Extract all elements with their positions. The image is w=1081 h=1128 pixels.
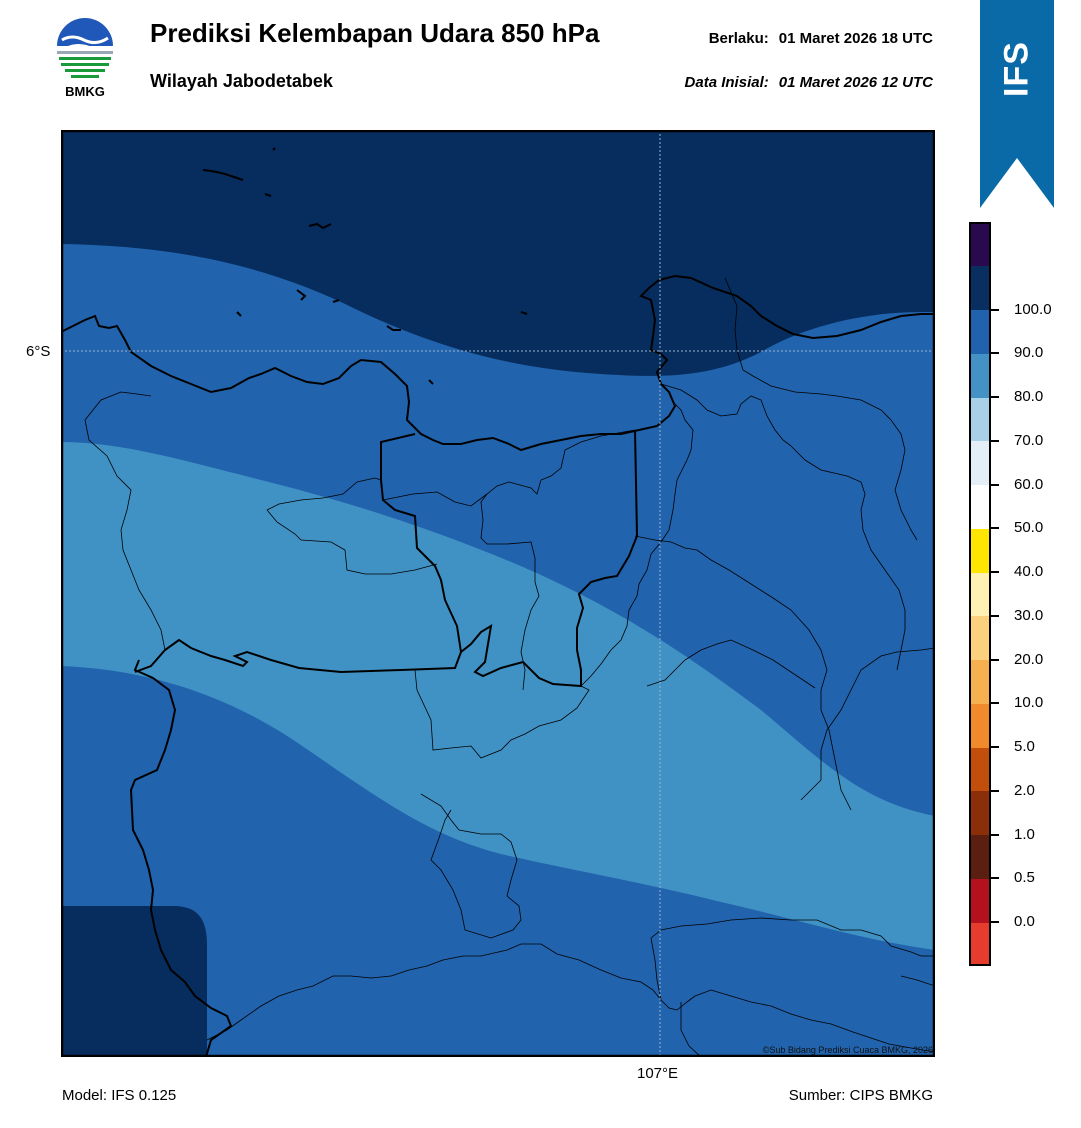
colorbar-tick-label: 70.0 (1014, 431, 1044, 449)
colorbar-frame (969, 222, 991, 966)
colorbar (969, 222, 991, 967)
colorbar-segment (969, 484, 991, 529)
colorbar-tick (991, 877, 999, 880)
colorbar-segment (969, 440, 991, 486)
humidity-band-90-100-southwest (61, 906, 207, 1057)
model-info: Model: IFS 0.125 (62, 1087, 177, 1104)
colorbar-segment (969, 528, 991, 573)
colorbar-tick-label: 80.0 (1014, 388, 1044, 406)
latitude-label: 6°S (26, 343, 51, 360)
bmkg-logo: BMKG (52, 18, 118, 102)
banner-text: IFS (997, 41, 1036, 97)
colorbar-tick-label: 10.0 (1014, 694, 1044, 712)
colorbar-tick-label: 90.0 (1014, 344, 1044, 362)
colorbar-segment (969, 878, 991, 923)
colorbar-tick (991, 921, 999, 924)
colorbar-segment (969, 922, 991, 967)
humidity-map (61, 130, 935, 1057)
map-frame (61, 130, 935, 1057)
colorbar-tick-label: 20.0 (1014, 650, 1044, 668)
colorbar-tick-label: 1.0 (1014, 825, 1035, 843)
colorbar-tick (991, 352, 999, 355)
colorbar-tick (991, 658, 999, 661)
colorbar-tick-label: 5.0 (1014, 738, 1035, 756)
map-title: Prediksi Kelembapan Udara 850 hPa (150, 18, 600, 48)
java-north-coastline (61, 274, 935, 452)
initial-time-label: Data Inisial: (684, 74, 769, 91)
colorbar-tick (991, 439, 999, 442)
colorbar-segment (969, 265, 991, 310)
colorbar-segment (969, 397, 991, 442)
colorbar-segment (969, 615, 991, 661)
valid-time-value: 01 Maret 2026 18 UTC (778, 30, 933, 47)
colorbar-segment (969, 790, 991, 836)
colorbar-segment (969, 353, 991, 398)
colorbar-tick-label: 50.0 (1014, 519, 1044, 537)
humidity-band-70-80 (61, 442, 935, 950)
initial-time-value: 01 Maret 2026 12 UTC (778, 74, 933, 91)
initial-time: Data Inisial: 01 Maret 2026 12 UTC (685, 74, 933, 91)
colorbar-tick (991, 483, 999, 486)
colorbar-tick-label: 30.0 (1014, 606, 1044, 624)
map-canvas (61, 130, 935, 1057)
longitude-label: 107°E (637, 1065, 679, 1082)
colorbar-tick-label: 100.0 (1014, 300, 1052, 318)
colorbar-segment (969, 834, 991, 879)
colorbar-tick (991, 571, 999, 574)
colorbar-tick-label: 2.0 (1014, 781, 1035, 799)
colorbar-tick-label: 40.0 (1014, 563, 1044, 581)
colorbar-tick (991, 746, 999, 749)
colorbar-tick (991, 789, 999, 792)
coastline-islands (202, 147, 528, 385)
colorbar-segment (969, 703, 991, 748)
regency-boundaries (84, 277, 935, 1057)
banner-shape (980, 0, 1054, 208)
colorbar-tick (991, 833, 999, 836)
colorbar-tick (991, 308, 999, 311)
valid-time: Berlaku: 01 Maret 2026 18 UTC (709, 30, 933, 47)
colorbar-tick-label: 0.0 (1014, 913, 1035, 931)
map-subtitle: Wilayah Jabodetabek (150, 71, 333, 91)
logo-text: BMKG (65, 84, 105, 99)
humidity-band-90-100-north (61, 130, 935, 376)
ifs-banner: IFS (980, 0, 1054, 208)
map-credit: ©Sub Bidang Prediksi Cuaca BMKG, 2026 (762, 1045, 933, 1055)
colorbar-tick-label: 0.5 (1014, 869, 1035, 887)
colorbar-segment (969, 309, 991, 354)
colorbar-segment (969, 222, 991, 267)
colorbar-segment (969, 572, 991, 617)
bmkg-logo-icon (54, 18, 116, 82)
source-info: Sumber: CIPS BMKG (788, 1087, 933, 1104)
colorbar-segment (969, 659, 991, 704)
colorbar-tick (991, 614, 999, 617)
colorbar-tick-label: 60.0 (1014, 475, 1044, 493)
colorbar-segment (969, 747, 991, 792)
colorbar-tick (991, 702, 999, 705)
colorbar-tick (991, 527, 999, 530)
valid-time-label: Berlaku: (708, 30, 769, 47)
colorbar-tick (991, 396, 999, 399)
